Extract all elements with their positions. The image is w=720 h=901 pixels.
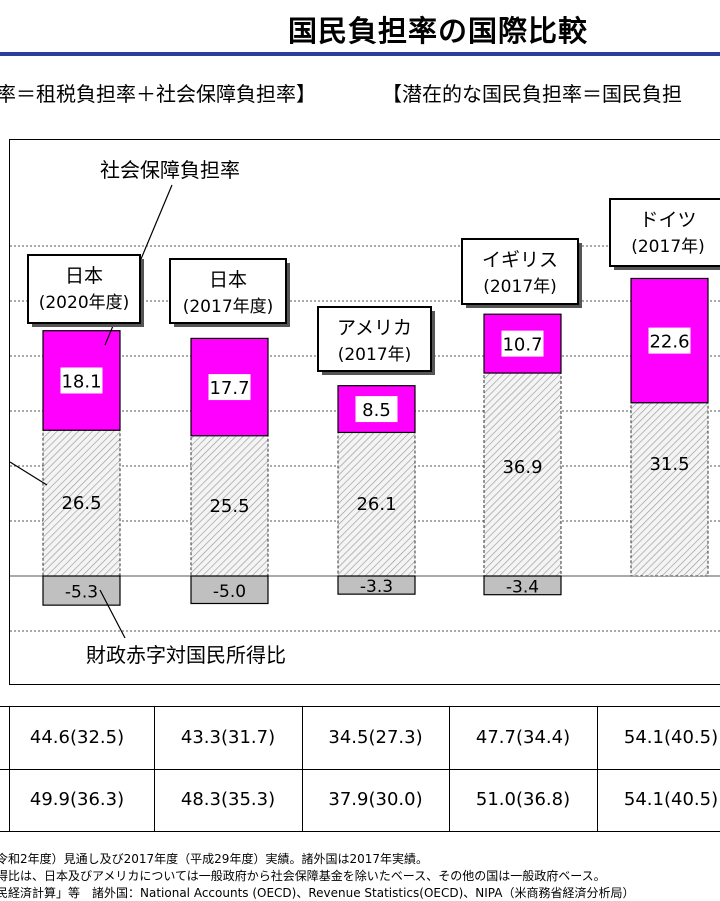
category-box (169, 258, 287, 324)
value-label-deficit: -5.0 (213, 582, 246, 602)
category-period: (2020年度) (39, 293, 130, 313)
category-box (317, 306, 432, 372)
category-box (461, 238, 579, 305)
leader-line (99, 589, 126, 639)
bar-tax (42, 429, 121, 577)
table-cell: 44.6(32.5) (29, 727, 125, 748)
bar-tax (337, 431, 416, 577)
value-label-social: 18.1 (61, 371, 101, 392)
table-divider (302, 707, 303, 831)
value-label-box (208, 374, 251, 401)
value-label-social: 22.6 (649, 332, 689, 353)
value-label-tax: 26.5 (61, 493, 101, 514)
category-box (609, 198, 720, 267)
category-period: (2017年) (338, 345, 412, 365)
bar-tax (630, 402, 709, 577)
page-title: 国民負担率の国際比較 (288, 14, 589, 48)
value-label-deficit: -3.4 (506, 577, 539, 597)
table-divider (154, 707, 155, 831)
annotation-social-security: 社会保障負担率 (100, 158, 240, 182)
category-period: (2017年度) (183, 297, 274, 317)
category-box (27, 254, 141, 324)
stacked-bar-chart: 18.1 26.5 -5.3 17.7 25.5 -5.0 8.5 26.1 -3.3 10.7 3… (9, 158, 720, 667)
value-label-box (60, 367, 103, 394)
chart-frame (9, 139, 720, 685)
value-label-tax: 31.5 (649, 454, 689, 475)
category-name: イギリス (482, 249, 558, 271)
leader-line (9, 461, 48, 486)
value-label-deficit: -3.3 (360, 577, 393, 597)
bar-deficit (483, 575, 562, 596)
value-label-social: 8.5 (362, 400, 391, 421)
table-divider (9, 707, 10, 831)
table-cell: 47.7(34.4) (475, 727, 571, 748)
formula-left: 率＝租税負担率＋社会保障負担率】 (0, 82, 316, 106)
burden-ratio-table: 44.6(32.5) 43.3(31.7) 34.5(27.3) 47.7(34… (0, 706, 720, 832)
table-divider (449, 707, 450, 831)
category-period: (2017年) (483, 277, 557, 297)
bar-deficit (190, 575, 269, 605)
table-row: 49.9(36.3) 48.3(35.3) 37.9(30.0) 51.0(36… (0, 769, 720, 831)
value-label-box (648, 327, 691, 354)
category-name: ドイツ (639, 209, 696, 231)
value-label-box (501, 330, 544, 357)
table-cell: 48.3(35.3) (180, 789, 276, 810)
value-label-social: 17.7 (209, 378, 249, 399)
table-divider (597, 707, 598, 831)
table-cell: 49.9(36.3) (29, 789, 125, 810)
value-label-deficit: -5.3 (65, 583, 98, 603)
formula-right: 【潜在的な国民負担率＝国民負担 (382, 82, 682, 106)
table-cell: 54.1(40.5) (623, 789, 719, 810)
footnote-1: 令和2年度）見通し及び2017年度（平成29年度）実績。諸外国は2017年実績。 (0, 852, 428, 866)
table-cell: 54.1(40.5) (623, 727, 719, 748)
title-rule (0, 52, 720, 56)
table-cell: 34.5(27.3) (328, 727, 423, 748)
footnote-2: 得比は、日本及びアメリカについては一般政府から社会保障基金を除いたベース、その他… (0, 869, 606, 883)
footnote-3: 民経済計算」等 諸外国：National Accounts (OECD)、Rev… (0, 886, 635, 900)
bar-tax (190, 435, 269, 577)
table-row: 44.6(32.5) 43.3(31.7) 34.5(27.3) 47.7(34… (0, 707, 720, 770)
category-name: 日本 (209, 269, 247, 291)
bar-tax (483, 372, 562, 577)
category-name: アメリカ (337, 317, 412, 339)
category-name: 日本 (65, 265, 103, 287)
annotation-deficit: 財政赤字対国民所得比 (86, 643, 286, 667)
bar-deficit (42, 575, 121, 606)
table-cell: 43.3(31.7) (180, 727, 276, 748)
value-label-tax: 25.5 (209, 496, 249, 517)
value-label-tax: 26.1 (356, 494, 396, 515)
value-label-box (355, 396, 398, 423)
bar-deficit (337, 575, 416, 595)
value-label-tax: 36.9 (502, 457, 542, 478)
table-cell: 37.9(30.0) (328, 789, 423, 810)
category-period: (2017年) (631, 237, 705, 257)
table-cell: 51.0(36.8) (475, 789, 571, 810)
value-label-social: 10.7 (502, 335, 542, 356)
